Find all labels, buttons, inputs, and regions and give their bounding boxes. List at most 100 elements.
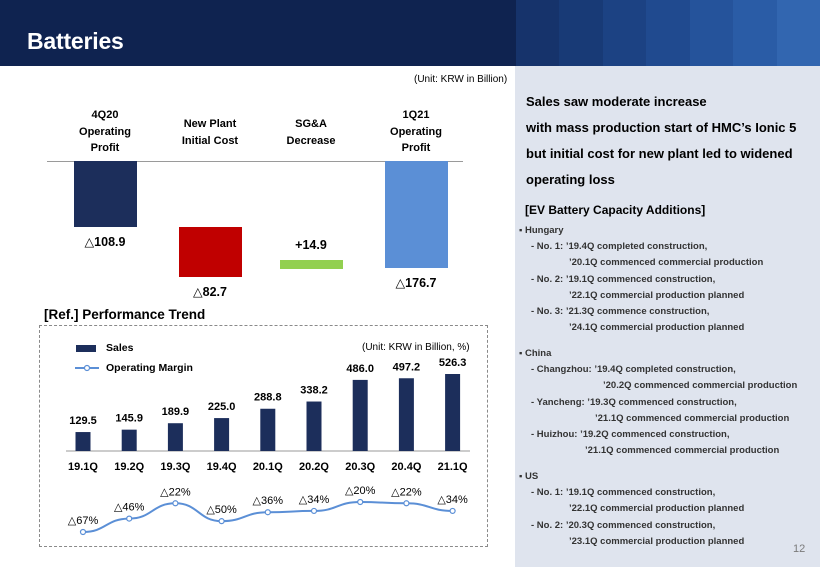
header-stripe [646, 0, 690, 66]
operating-margin-label: △34% [299, 494, 330, 506]
waterfall-label-line: Decrease [286, 134, 336, 147]
operating-margin-point [218, 518, 225, 525]
list-item: - Huizhou: ’19.2Q commenced construction… [531, 429, 730, 440]
waterfall-label-line: Profit [90, 142, 120, 154]
list-item: ’22.1Q commercial production planned [569, 290, 745, 301]
operating-margin-point [126, 515, 133, 522]
header-stripe [689, 0, 734, 66]
list-item: ’21.1Q commenced commercial production [585, 445, 780, 456]
operating-margin-point [310, 507, 318, 515]
summary-panel [515, 66, 820, 567]
sales-value-label: 288.8 [254, 392, 282, 404]
waterfall-value-sga: +14.9 [295, 238, 327, 252]
legend-sales-label: Sales [106, 342, 134, 354]
waterfall-label-line: Operating [79, 125, 131, 138]
legend-sales-swatch [76, 345, 96, 352]
sales-value-label: 189.9 [162, 406, 190, 418]
header-stripe [516, 0, 560, 66]
header-stripe [559, 0, 603, 66]
header-bar: Batteries [0, 0, 820, 66]
list-item: - No. 2: ’19.1Q commenced construction, [531, 274, 716, 285]
list-item: ’20.2Q commenced commercial production [603, 380, 798, 391]
category-tick-label: 20.3Q [345, 461, 375, 473]
legend-margin-swatch [75, 364, 99, 372]
list-item: - No. 2: ’20.3Q commenced construction, [531, 520, 716, 531]
list-item: - No. 3: ’21.3Q commence construction, [531, 306, 710, 317]
list-item: ’24.1Q commercial production planned [569, 322, 745, 333]
header-stripes [516, 0, 820, 66]
list-item: ’21.1Q commenced commercial production [595, 413, 790, 424]
sales-value-label: 225.0 [208, 401, 236, 413]
category-tick-label: 20.1Q [253, 461, 283, 473]
operating-margin-point [264, 509, 271, 516]
operating-margin-label: △22% [391, 486, 422, 498]
waterfall-value-4q20: △108.9 [84, 235, 126, 250]
list-item: - No. 1: ’19.4Q completed construction, [531, 241, 708, 252]
list-item: ’22.1Q commercial production planned [569, 503, 745, 514]
sales-value-label: 497.2 [393, 361, 421, 373]
sales-bar [352, 379, 368, 451]
section-hungary: ▪ Hungary [519, 225, 564, 236]
headline-line: but initial cost for new plant led to wi… [526, 146, 793, 161]
header-stripe [733, 0, 777, 66]
reference-title: [Ref.] Performance Trend [44, 307, 206, 322]
category-tick-label: 21.1Q [438, 461, 468, 473]
operating-margin-label: △34% [437, 494, 468, 506]
operating-margin-point [79, 528, 87, 536]
operating-margin-point [403, 500, 410, 507]
waterfall-bar-1q21 [384, 161, 448, 269]
category-tick-label: 20.4Q [391, 461, 421, 473]
section-china: ▪ China [519, 348, 552, 359]
waterfall-baseline [47, 161, 463, 162]
reference-chart-frame [39, 325, 488, 547]
sales-bar [260, 408, 276, 451]
sales-value-label: 129.5 [69, 415, 97, 427]
headline-line: with mass production start of HMC’s Ioni… [526, 120, 797, 135]
waterfall-label-line: New Plant [183, 118, 237, 130]
waterfall-value-new-plant: △82.7 [193, 285, 227, 300]
list-item: - Changzhou: ’19.4Q completed constructi… [531, 364, 736, 375]
sales-value-label: 338.2 [300, 385, 328, 397]
operating-margin-label: △67% [68, 515, 99, 527]
list-item: ’20.1Q commenced commercial production [569, 257, 764, 268]
category-tick-label: 19.1Q [68, 461, 98, 473]
waterfall-label-sga: SG&A Decrease [266, 116, 356, 149]
reference-unit: (Unit: KRW in Billion, %) [362, 342, 470, 353]
operating-margin-point [357, 498, 364, 506]
waterfall-label-line: 4Q20 [91, 109, 119, 121]
waterfall-bar-sga [279, 260, 343, 269]
waterfall-bar-4q20 [73, 161, 137, 228]
category-tick-label: 19.2Q [114, 461, 144, 473]
operating-margin-point [172, 500, 179, 507]
headline-line: operating loss [526, 172, 615, 187]
headline: Sales saw moderate increase with mass pr… [526, 89, 796, 193]
sales-bar [445, 374, 461, 451]
sales-value-label: 486.0 [346, 363, 374, 375]
category-tick-label: 19.4Q [207, 461, 237, 473]
operating-margin-label: △20% [345, 485, 376, 497]
operating-margin-label: △22% [160, 486, 191, 498]
sales-bar [398, 378, 414, 451]
sales-value-label: 145.9 [115, 413, 143, 425]
ev-capacity-title: [EV Battery Capacity Additions] [525, 203, 706, 217]
sales-bar [214, 418, 230, 451]
list-item: - No. 1: ’19.1Q commenced construction, [531, 487, 716, 498]
waterfall-unit: (Unit: KRW in Billion) [414, 74, 508, 85]
operating-margin-label: △36% [253, 495, 284, 507]
waterfall-label-line: Operating [390, 125, 442, 138]
headline-line: Sales saw moderate increase [526, 94, 707, 109]
sales-bar [167, 423, 183, 451]
waterfall-label-line: SG&A [295, 118, 327, 130]
waterfall-label-4q20: 4Q20 Operating Profit [60, 107, 150, 157]
operating-margin-label: △50% [206, 504, 237, 516]
header-stripe [602, 0, 647, 66]
sales-bar [306, 401, 322, 451]
operating-margin-label: △46% [114, 502, 145, 514]
header-stripe [776, 0, 820, 66]
waterfall-label-1q21: 1Q21 Operating Profit [371, 107, 461, 157]
operating-margin-point [449, 507, 456, 515]
legend-margin-label: Operating Margin [106, 362, 193, 374]
category-tick-label: 19.3Q [160, 461, 190, 473]
waterfall-label-line: 1Q21 [402, 109, 430, 121]
